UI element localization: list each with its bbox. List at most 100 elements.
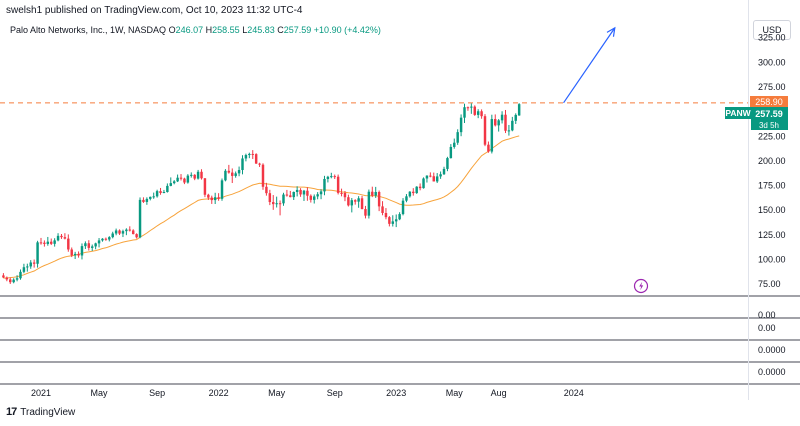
candle-body <box>90 246 94 248</box>
candle <box>504 109 507 134</box>
candle <box>22 263 26 274</box>
candle <box>114 228 118 236</box>
x-tick-label: Sep <box>327 388 343 398</box>
y-tick-label: 125.00 <box>758 230 786 240</box>
candle-body <box>422 178 425 189</box>
candle-body <box>353 200 357 202</box>
candle-body <box>511 120 514 131</box>
candle-body <box>131 230 135 235</box>
candle <box>152 192 155 199</box>
candle-body <box>371 191 374 196</box>
candle <box>84 241 87 249</box>
candle <box>90 244 94 251</box>
event-icon[interactable] <box>633 278 649 294</box>
candle <box>367 189 371 219</box>
projection-arrow[interactable] <box>563 27 616 104</box>
candle <box>398 212 401 221</box>
candle <box>415 186 418 194</box>
candle <box>463 103 466 123</box>
candle-body <box>272 202 275 205</box>
tradingview-footer: 17 TradingView <box>6 406 75 418</box>
candle <box>343 191 347 202</box>
candle <box>237 166 241 177</box>
candle-body <box>323 178 326 192</box>
candle <box>330 172 333 179</box>
candle <box>111 231 114 239</box>
candle <box>73 251 77 260</box>
candle-body <box>357 198 360 202</box>
candle <box>169 177 173 187</box>
candle <box>449 144 453 159</box>
candle <box>275 196 278 208</box>
tradingview-logo-icon: 17 <box>6 406 17 418</box>
candle-body <box>278 203 282 205</box>
candle <box>360 195 364 210</box>
x-tick-label: Sep <box>149 388 165 398</box>
candle <box>459 114 463 137</box>
candle <box>231 168 234 184</box>
candle <box>285 189 289 197</box>
candle-body <box>169 183 173 186</box>
candle <box>371 186 374 198</box>
x-tick-label: 2023 <box>386 388 406 398</box>
candle <box>97 238 101 248</box>
change-value: +10.90 (+4.42%) <box>313 25 381 35</box>
candle <box>39 237 43 245</box>
candle-body <box>289 195 292 198</box>
y-tick-label: 175.00 <box>758 181 786 191</box>
candle-body <box>343 192 347 198</box>
candle-body <box>50 241 53 244</box>
candle-body <box>241 158 244 171</box>
candle-body <box>340 192 343 194</box>
candle-body <box>77 253 80 256</box>
candle <box>53 238 56 247</box>
candle-body <box>446 158 449 169</box>
candle-body <box>254 154 258 164</box>
candle <box>487 141 490 153</box>
candle-body <box>203 178 207 195</box>
candle <box>207 193 210 200</box>
candle-body <box>56 235 60 241</box>
candle <box>183 177 186 185</box>
candle-body <box>394 219 398 222</box>
candle <box>12 278 15 284</box>
candle <box>196 169 200 180</box>
candle <box>121 229 125 238</box>
y-tick-label: 300.00 <box>758 57 786 67</box>
candle-body <box>142 199 145 202</box>
candle <box>258 162 261 167</box>
candle-body <box>121 231 125 234</box>
candle <box>306 187 309 201</box>
candle-body <box>319 191 323 195</box>
candle-body <box>22 267 26 272</box>
candle <box>203 177 207 198</box>
candle-body <box>145 198 149 202</box>
candle-body <box>476 111 480 115</box>
candle-body <box>196 171 200 179</box>
candle <box>145 197 149 205</box>
candle <box>186 174 190 184</box>
candle <box>248 152 251 159</box>
candle <box>473 105 476 116</box>
symbol-description[interactable]: Palo Alto Networks, Inc., 1W, NASDAQ <box>10 25 167 35</box>
currency-button[interactable]: USD <box>753 20 791 40</box>
candle-body <box>275 203 278 205</box>
x-tick-label: Aug <box>491 388 507 398</box>
candle <box>412 188 415 196</box>
high-label: H <box>205 25 213 35</box>
candle-body <box>213 197 217 201</box>
candle <box>149 196 152 201</box>
candle-body <box>251 153 254 155</box>
candle <box>439 171 442 179</box>
candle-body <box>442 168 446 175</box>
candle-body <box>412 191 415 194</box>
candle-body <box>200 171 203 179</box>
candle-body <box>299 189 302 195</box>
candle-body <box>480 111 483 117</box>
candle-body <box>108 237 111 240</box>
candle-body <box>128 229 132 231</box>
y-tick-label: 100.00 <box>758 255 786 265</box>
x-tick-label: 2024 <box>564 388 584 398</box>
symbol-legend: Palo Alto Networks, Inc., 1W, NASDAQ O24… <box>10 25 381 35</box>
candle-body <box>155 191 159 197</box>
